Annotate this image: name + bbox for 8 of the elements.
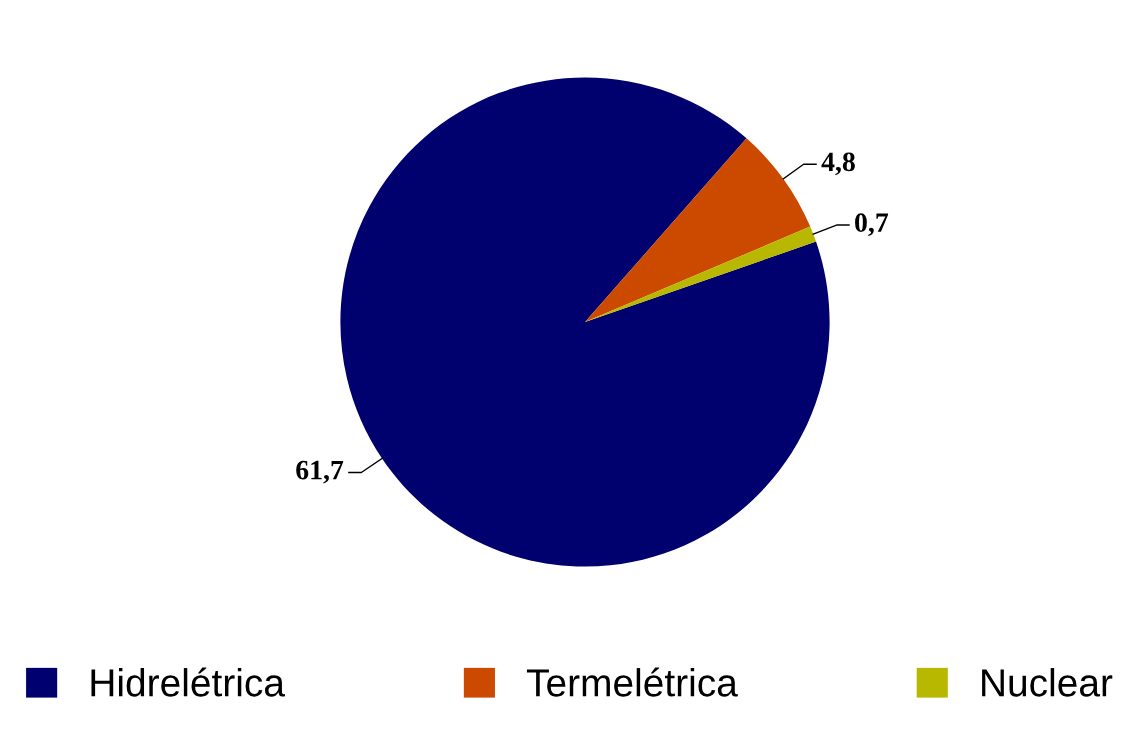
legend-label: Termelétrica [526, 667, 738, 697]
data-label: 4,8 [821, 152, 855, 176]
legend-label: Hidrelétrica [91, 667, 285, 697]
pie-slice [585, 226, 816, 322]
data-label: 61,7 [296, 460, 344, 484]
pie-slice [585, 138, 811, 322]
legend-label: Nuclear [982, 668, 1113, 697]
data-label: 0,7 [855, 213, 889, 237]
